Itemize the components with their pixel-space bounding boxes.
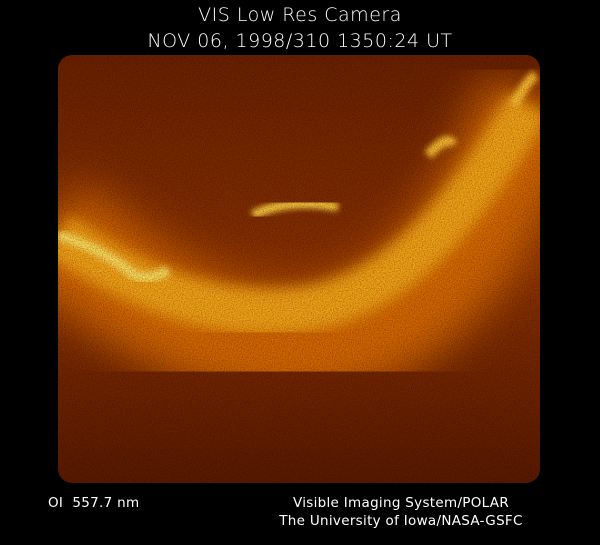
camera-title: VIS Low Res Camera <box>198 4 402 26</box>
observation-timestamp: NOV 06, 1998/310 1350:24 UT <box>147 30 453 52</box>
image-noise <box>58 55 540 483</box>
credit-instrument: Visible Imaging System/POLAR <box>292 495 510 511</box>
credit-institution: The University of Iowa/NASA-GSFC <box>279 513 523 529</box>
wavelength-label: OI 557.7 nm <box>48 495 140 511</box>
aurora-image <box>58 55 540 483</box>
